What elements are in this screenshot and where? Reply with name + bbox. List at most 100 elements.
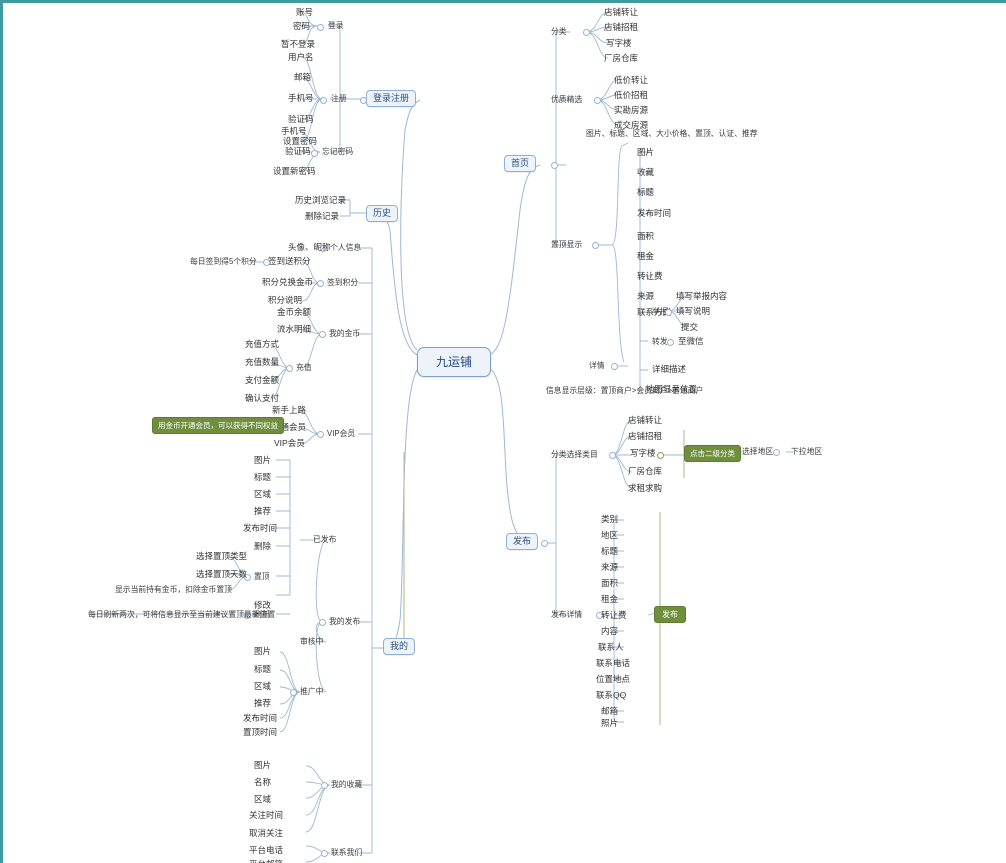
leaf-fav-unfollow[interactable]: 取消关注: [249, 828, 284, 838]
leaf-pub-contact-phone[interactable]: 联系电话: [596, 658, 631, 668]
group-refresh[interactable]: 刷新: [254, 610, 270, 619]
leaf-pub-photo[interactable]: 照片: [601, 718, 619, 728]
leaf-forward-wechat[interactable]: 至微信: [678, 336, 704, 346]
leaf-history-records[interactable]: 历史浏览记录: [295, 195, 347, 205]
leaf-detail-description[interactable]: 详细描述: [652, 364, 687, 374]
leaf-history-delete[interactable]: 删除记录: [305, 211, 340, 221]
leaf-promo-pin-time[interactable]: 置顶时间: [243, 727, 278, 737]
leaf-pub-shop-transfer[interactable]: 店铺转让: [628, 415, 663, 425]
branch-mine[interactable]: 我的: [383, 638, 416, 655]
leaf-pub-shop-rent[interactable]: 店铺招租: [628, 431, 663, 441]
leaf-published-delete[interactable]: 删除: [254, 541, 272, 551]
leaf-register-email[interactable]: 邮箱: [294, 72, 312, 82]
leaf-pub-content[interactable]: 内容: [601, 626, 619, 636]
group-home-pinned[interactable]: 置顶显示: [551, 240, 583, 249]
leaf-fav-name[interactable]: 名称: [254, 777, 272, 787]
collapse-dot-tag-category[interactable]: [657, 452, 664, 459]
leaf-fav-region[interactable]: 区域: [254, 794, 272, 804]
leaf-detail-title[interactable]: 标题: [637, 187, 655, 197]
tag-publish-action[interactable]: 发布: [654, 606, 686, 623]
leaf-detail-rent[interactable]: 租金: [637, 251, 655, 261]
collapse-dot-favorites[interactable]: [321, 782, 328, 789]
leaf-register-setpwd[interactable]: 设置密码: [283, 136, 318, 146]
leaf-pub-type[interactable]: 类别: [601, 514, 619, 524]
collapse-dot-vip[interactable]: [317, 431, 324, 438]
leaf-published-title[interactable]: 标题: [254, 472, 272, 482]
branch-home[interactable]: 首页: [504, 155, 537, 172]
group-pin-to-top[interactable]: 置顶: [254, 572, 270, 581]
group-publish-category[interactable]: 分类选择类目: [551, 450, 598, 459]
collapse-dot-login[interactable]: [360, 97, 367, 104]
collapse-dot-promoting[interactable]: [290, 689, 297, 696]
leaf-points-description[interactable]: 积分说明: [268, 295, 303, 305]
tag-second-level-category[interactable]: 点击二级分类: [684, 445, 741, 462]
collapse-dot-forgot[interactable]: [311, 150, 318, 157]
collapse-dot-coins[interactable]: [319, 331, 326, 338]
leaf-lowprice-rent[interactable]: 低价招租: [614, 90, 649, 100]
leaf-vip-member[interactable]: VIP会员: [274, 438, 305, 448]
leaf-published-recommend[interactable]: 推荐: [254, 506, 272, 516]
group-detail-forward[interactable]: 转发: [652, 337, 668, 346]
leaf-shop-rent[interactable]: 店铺招租: [604, 22, 639, 32]
leaf-fav-follow-time[interactable]: 关注时间: [249, 810, 284, 820]
collapse-dot-login-group[interactable]: [317, 24, 324, 31]
leaf-factory-warehouse[interactable]: 厂房仓库: [604, 53, 639, 63]
leaf-detail-map-location[interactable]: 地图显示位置: [646, 384, 698, 394]
leaf-promo-image[interactable]: 图片: [254, 646, 272, 656]
label-select-region[interactable]: 选择地区: [742, 447, 774, 456]
leaf-published-time[interactable]: 发布时间: [243, 523, 278, 533]
leaf-pub-rent[interactable]: 租金: [601, 594, 619, 604]
group-login[interactable]: 登录: [328, 21, 344, 30]
collapse-dot-selection[interactable]: [594, 97, 601, 104]
group-vip[interactable]: VIP会员: [327, 429, 356, 438]
group-my-publish[interactable]: 我的发布: [329, 617, 361, 626]
group-forgot-password[interactable]: 忘记密码: [322, 147, 354, 156]
leaf-pub-source[interactable]: 来源: [601, 562, 619, 572]
group-recharge[interactable]: 充值: [296, 363, 312, 372]
leaf-vip-normal[interactable]: 普通会员: [272, 422, 307, 432]
leaf-report-content[interactable]: 填写举报内容: [676, 291, 728, 301]
leaf-published-region[interactable]: 区域: [254, 489, 272, 499]
leaf-promo-recommend[interactable]: 推荐: [254, 698, 272, 708]
leaf-coin-balance[interactable]: 金币余额: [277, 307, 312, 317]
collapse-dot-checkin[interactable]: [317, 280, 324, 287]
leaf-platform-phone[interactable]: 平台电话: [249, 845, 284, 855]
leaf-forgot-phone[interactable]: 手机号: [281, 126, 307, 136]
collapse-dot-home[interactable]: [551, 162, 558, 169]
leaf-report-description[interactable]: 填写说明: [676, 306, 711, 316]
collapse-dot-region[interactable]: [773, 449, 780, 456]
leaf-pub-factory[interactable]: 厂房仓库: [628, 466, 663, 476]
leaf-platform-email[interactable]: 平台邮箱: [249, 859, 283, 863]
branch-login-register[interactable]: 登录注册: [366, 90, 417, 107]
group-home-detail[interactable]: 详情: [589, 361, 605, 370]
leaf-detail-transfer-fee[interactable]: 转让费: [637, 271, 663, 281]
leaf-recharge-amount[interactable]: 充值数量: [245, 357, 280, 367]
leaf-published-image[interactable]: 图片: [254, 455, 272, 465]
collapse-dot-pin[interactable]: [244, 574, 251, 581]
leaf-checkin-reward[interactable]: 签到送积分: [268, 256, 311, 266]
leaf-detail-source[interactable]: 来源: [637, 291, 655, 301]
leaf-pub-transfer-fee[interactable]: 转让费: [601, 610, 627, 620]
collapse-dot-recharge[interactable]: [286, 365, 293, 372]
leaf-region-dropdown[interactable]: 下拉地区: [791, 447, 823, 456]
leaf-login-password[interactable]: 密码: [293, 21, 311, 31]
branch-publish[interactable]: 发布: [506, 533, 539, 550]
leaf-register-username[interactable]: 用户名: [288, 52, 314, 62]
leaf-pub-email[interactable]: 邮箱: [601, 706, 619, 716]
leaf-forgot-code[interactable]: 验证码: [285, 146, 311, 156]
leaf-promo-publish-time[interactable]: 发布时间: [243, 713, 278, 723]
leaf-shop-transfer[interactable]: 店铺转让: [604, 7, 639, 17]
leaf-detail-area[interactable]: 面积: [637, 231, 655, 241]
leaf-register-phone[interactable]: 手机号: [288, 93, 314, 103]
leaf-detail-image[interactable]: 图片: [637, 147, 655, 157]
group-my-favorites[interactable]: 我的收藏: [331, 780, 363, 789]
leaf-forgot-setnewpwd[interactable]: 设置新密码: [273, 166, 316, 176]
leaf-closed-listing[interactable]: 成交房源: [614, 120, 649, 130]
leaf-coin-transactions[interactable]: 流水明细: [277, 324, 312, 334]
leaf-pub-title[interactable]: 标题: [601, 546, 619, 556]
leaf-fav-image[interactable]: 图片: [254, 760, 272, 770]
collapse-dot-register[interactable]: [320, 97, 327, 104]
leaf-pub-wanted[interactable]: 求租求购: [628, 483, 663, 493]
branch-history[interactable]: 历史: [366, 205, 399, 222]
group-contact-us[interactable]: 联系我们: [331, 848, 363, 857]
